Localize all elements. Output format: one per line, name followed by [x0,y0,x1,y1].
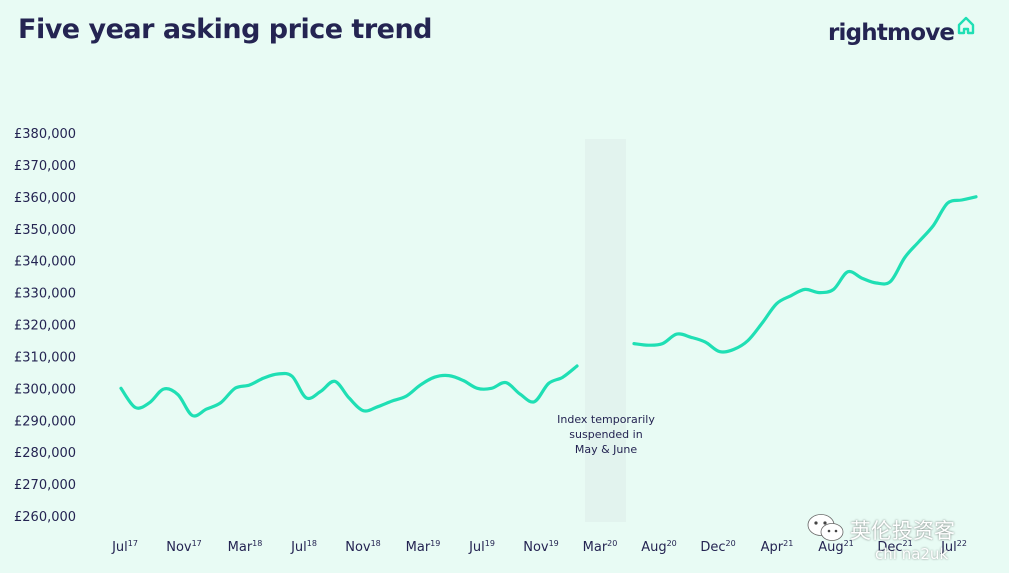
x-tick-label: Jul19 [468,539,495,555]
chart-title: Five year asking price trend [18,14,433,45]
y-tick-label: £380,000 [14,127,76,142]
y-tick-label: £350,000 [14,223,76,238]
watermark-subtext: chi na2uk [875,545,949,563]
y-tick-label: £310,000 [14,350,76,365]
series-line-segment-2 [632,195,978,354]
x-tick-label: Nov18 [345,539,381,555]
x-tick-label: Nov17 [166,539,202,555]
y-tick-label: £330,000 [14,287,76,302]
y-tick-label: £340,000 [14,255,76,270]
x-tick-label: Apr21 [761,539,794,555]
y-tick-label: £360,000 [14,191,76,206]
x-tick-label: Aug20 [641,539,677,555]
x-tick-label: Mar18 [228,539,263,555]
gap-annotation-text: Index temporarily suspended in May & June [557,413,655,456]
y-tick-label: £270,000 [14,478,76,493]
y-tick-label: £290,000 [14,414,76,429]
y-tick-label: £260,000 [14,510,76,525]
watermark: 英伦投资客 [806,512,955,548]
x-tick-label: Mar19 [406,539,441,555]
y-tick-label: £280,000 [14,446,76,461]
house-outline-icon [957,16,975,40]
y-tick-label: £300,000 [14,382,76,397]
rightmove-logo: rightmove [828,16,975,46]
x-tick-label: Dec21 [877,539,912,555]
x-tick-label: Nov19 [523,539,559,555]
logo-text: rightmove [828,20,955,46]
series-line-segment-1 [119,364,579,418]
x-tick-label: Aug21 [818,539,854,555]
x-tick-label: Jul22 [940,539,967,555]
x-tick-label: Jul17 [111,539,138,555]
suspension-gap-band [585,139,626,522]
y-tick-label: £370,000 [14,159,76,174]
y-axis: £260,000 £270,000 £280,000 £290,000 £300,000… [14,127,76,525]
watermark-text: 英伦投资客 [850,519,955,543]
wechat-icon [806,512,846,548]
price-series [119,195,978,418]
y-tick-label: £320,000 [14,319,76,334]
x-tick-label: Dec20 [700,539,735,555]
x-axis: Jul17 Nov17 Mar18 Jul18 Nov18 Mar19 Jul19 Nov19… [111,539,967,555]
gap-annotation: Index temporarily suspended in May & June [557,413,655,456]
x-tick-label: Mar20 [583,539,618,555]
x-tick-label: Jul18 [290,539,317,555]
